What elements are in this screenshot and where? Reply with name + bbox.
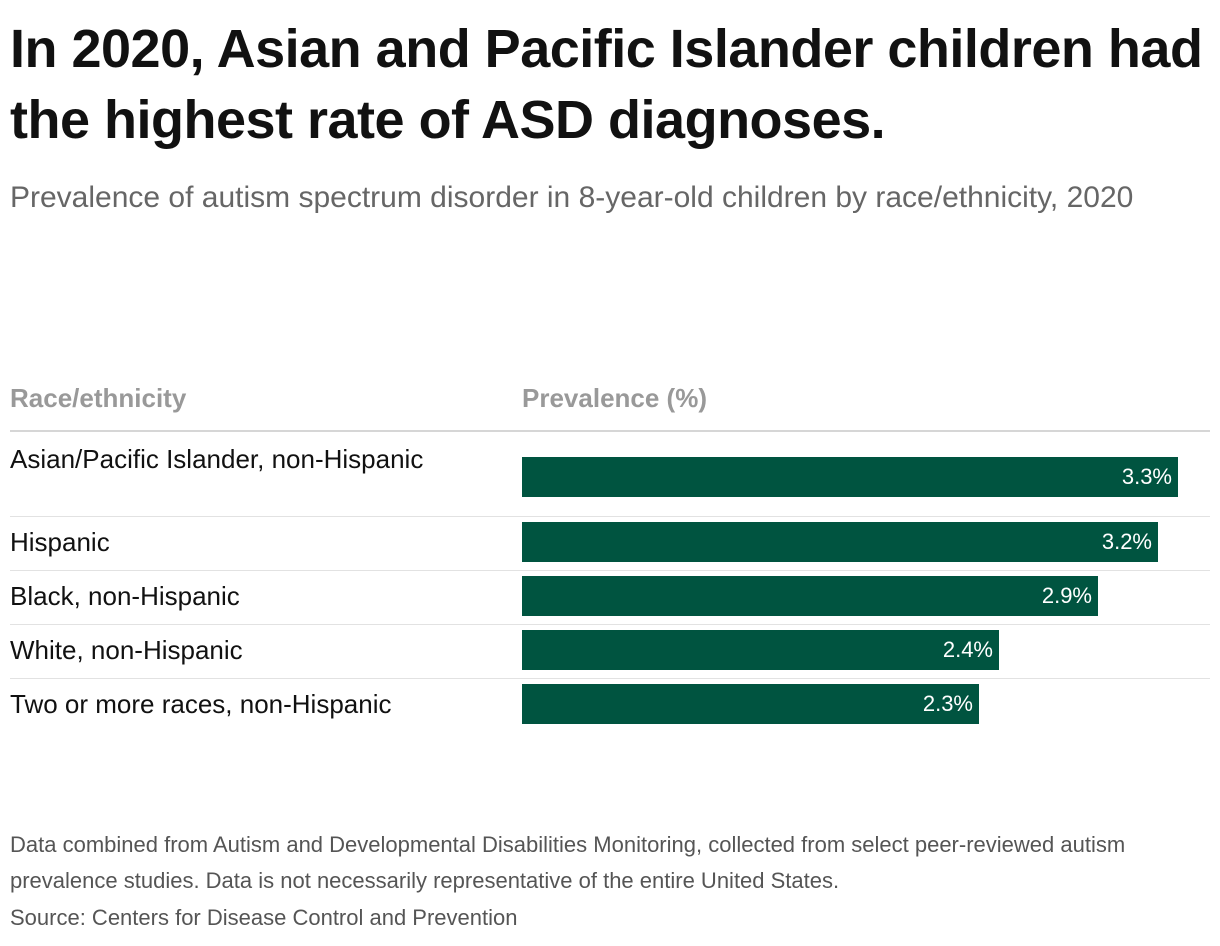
table-row: Hispanic 3.2% — [10, 517, 1210, 571]
row-divider — [10, 624, 1210, 625]
bar: 3.2% — [522, 522, 1158, 562]
row-divider — [10, 570, 1210, 571]
header-divider — [10, 430, 1210, 432]
category-label: Black, non-Hispanic — [10, 581, 240, 611]
table-row: White, non-Hispanic 2.4% — [10, 625, 1210, 679]
category-label: Two or more races, non-Hispanic — [10, 689, 392, 719]
category-label: White, non-Hispanic — [10, 635, 243, 665]
row-divider — [10, 678, 1210, 679]
bar: 2.9% — [522, 576, 1098, 616]
category-column-header: Race/ethnicity — [10, 383, 187, 413]
bar: 2.3% — [522, 684, 979, 724]
bar-value-label: 2.3% — [922, 691, 973, 716]
table-row: Two or more races, non-Hispanic 2.3% — [10, 679, 1210, 733]
chart-title: In 2020, Asian and Pacific Islander chil… — [10, 19, 1203, 150]
bar-value-label: 3.3% — [1121, 464, 1172, 489]
chart-subtitle: Prevalence of autism spectrum disorder i… — [10, 181, 1134, 214]
value-column-header: Prevalence (%) — [522, 383, 707, 413]
bar-value-label: 3.2% — [1101, 529, 1152, 554]
source-note: Source: Centers for Disease Control and … — [10, 905, 518, 930]
category-label: Hispanic — [10, 527, 110, 557]
table-row: Black, non-Hispanic 2.9% — [10, 571, 1210, 625]
row-divider — [10, 516, 1210, 517]
bar-value-label: 2.4% — [942, 637, 993, 662]
footnote: Data combined from Autism and Developmen… — [10, 832, 1126, 893]
category-label: Asian/Pacific Islander, non-Hispanic — [10, 444, 424, 474]
bar: 3.3% — [522, 457, 1178, 497]
bar: 2.4% — [522, 630, 999, 670]
table-row: Asian/Pacific Islander, non-Hispanic 3.3% — [10, 441, 1210, 517]
bar-value-label: 2.9% — [1041, 583, 1092, 608]
